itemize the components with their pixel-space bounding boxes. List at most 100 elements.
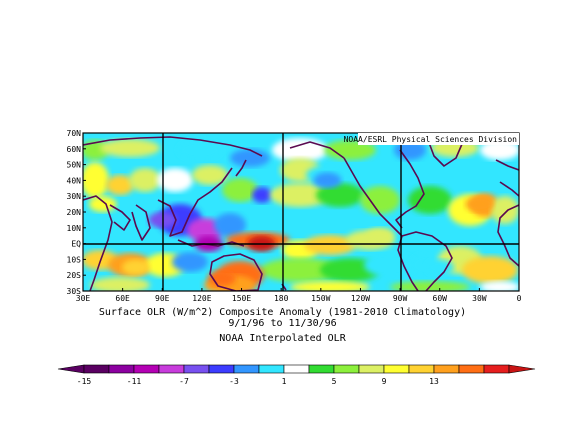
anomaly-feature [366,227,395,244]
date-range: 9/1/96 to 11/30/96 [228,318,337,329]
colorbar-swatch [433,364,460,374]
anomaly-patch [90,277,150,291]
colorbar-tick-label: 13 [429,377,439,386]
anomaly-patch [129,168,161,192]
lat-label: 30N [67,192,82,201]
lat-label: 10S [67,255,82,264]
colorbar-end-low [57,364,85,374]
lat-label: 20N [67,208,82,217]
anomaly-feature [207,270,236,287]
anomaly-feature [88,196,117,213]
anomaly-feature [121,259,150,276]
coast-india [131,204,151,241]
colorbar-end-high [508,364,536,374]
colorbar-swatch [308,364,335,374]
chart-title: Surface OLR (W/m^2) Composite Anomaly (1… [98,307,467,318]
anomaly-patch [172,252,208,272]
coastlines [83,135,519,291]
colorbar-swatch [458,364,485,374]
longitude-labels: 30E 60E 90E 120E 150E 180 150W 120W 90W 60W 30W 0 [76,294,522,303]
anomaly-patch [491,196,519,224]
anomaly-patch [360,186,400,214]
anomaly-patch [83,162,109,198]
coast-south-america [397,231,453,291]
colorbar-swatch [83,364,110,374]
colorbar-tick-label: -7 [179,377,189,386]
lat-label: 50N [67,161,82,170]
lon-label: 30W [472,294,487,303]
lat-label: 20S [67,271,82,280]
anomaly-patch [222,178,258,202]
lat-label: EQ [71,240,81,249]
colorbar-swatch [333,364,360,374]
anomaly-field [83,138,519,291]
colorbar-tick-label: 5 [332,377,337,386]
lon-label: 150E [232,294,251,303]
anomaly-patch [178,140,222,160]
lon-label: 90W [393,294,408,303]
colorbar-tick-label: 1 [282,377,287,386]
anomaly-patch [260,258,340,282]
colorbar-tick-label: -3 [229,377,239,386]
anomaly-patch [480,140,519,160]
anomaly-patch [364,253,416,277]
lon-label: 60W [433,294,448,303]
anomaly-patch [100,139,160,157]
anomaly-patch [316,183,364,207]
axis-ticks [82,132,520,292]
coast-eurasia-north [83,136,263,157]
lat-label: 40N [67,176,82,185]
lon-label: 180 [274,294,289,303]
coast-alaska [289,141,345,159]
coast-australia [209,253,263,291]
anomaly-feature [425,259,454,276]
colorbar-swatch [258,364,285,374]
coast-indonesia [177,239,245,247]
coast-japan [235,159,247,177]
anomaly-patch [187,218,223,242]
lon-label: 60E [115,294,130,303]
lon-label: 0 [517,294,522,303]
anomaly-patch [462,256,518,284]
anomaly-feature [148,211,177,228]
colorbar-swatch [183,364,210,374]
coast-africa [83,195,113,291]
lon-label: 120E [192,294,211,303]
anomaly-patch [290,281,370,291]
colorbar-swatch [208,364,235,374]
colorbar: -15 -11 -7 -3 1 5 9 13 [57,364,536,386]
lat-label: 30S [67,287,82,296]
lon-label: 90E [155,294,170,303]
coast-north-america-west [343,157,403,237]
lon-label: 120W [351,294,370,303]
coast-europe [495,159,519,197]
data-source: NOAA Interpolated OLR [219,333,346,344]
colorbar-tick-label: -11 [127,377,142,386]
lat-label: 60N [67,145,82,154]
lon-label: 150W [311,294,330,303]
colorbar-swatch [358,364,385,374]
anomaly-patch [304,235,356,255]
colorbar-swatch [133,364,160,374]
coast-southeast-asia [157,167,233,237]
anomaly-patch [106,175,134,195]
anomaly-patch [230,149,270,167]
anomaly-patch [408,186,452,214]
anomaly-feature [465,196,494,213]
anomaly-patch [270,183,330,207]
credit-box [358,133,519,145]
anomaly-patch [252,187,272,203]
latitude-labels: 70N 60N 50N 40N 30N 20N 10N EQ 10S 20S 30S [67,129,82,296]
anomaly-patch [157,168,193,192]
coast-west-africa [497,204,519,267]
colorbar-swatch [233,364,260,374]
lon-label: 30E [76,294,91,303]
colorbar-tick-label: -15 [77,377,92,386]
credit-label: NOAA/ESRL Physical Sciences Division [344,135,518,144]
colorbar-swatch [108,364,135,374]
coast-north-america-east [395,149,425,229]
coast-arabia [109,204,131,231]
colorbar-swatch [408,364,435,374]
anomaly-patch [480,281,519,291]
